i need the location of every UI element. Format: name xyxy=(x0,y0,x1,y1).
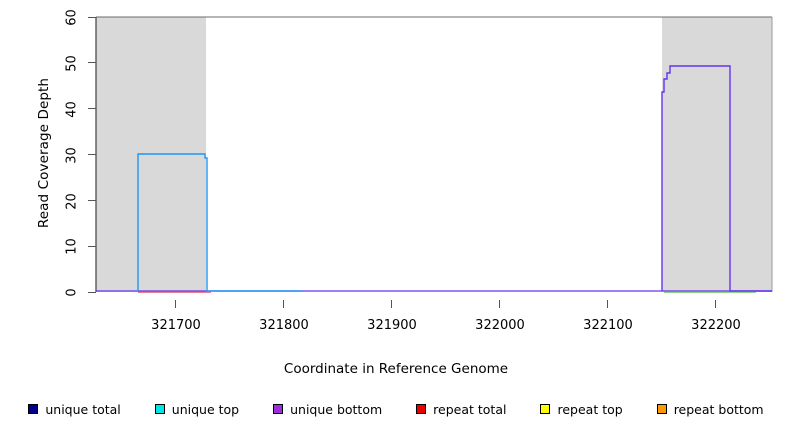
y-tick-mark-30 xyxy=(88,154,96,156)
series-left-coverage-block xyxy=(137,153,302,292)
legend-swatch-icon xyxy=(656,404,667,414)
x-tick-mark-322200 xyxy=(715,300,717,308)
x-tick-label-321800: 321800 xyxy=(259,318,309,333)
series-unique-bottom xyxy=(661,65,772,292)
x-tick-mark-322000 xyxy=(499,300,501,308)
legend-item-repeat-top: repeat top xyxy=(540,401,623,417)
legend-item-repeat-bottom: repeat bottom xyxy=(656,401,764,417)
legend-label: repeat total xyxy=(433,401,507,417)
legend-label: repeat bottom xyxy=(673,401,764,417)
x-tick-mark-321700 xyxy=(175,300,177,308)
y-tick-mark-10 xyxy=(88,246,96,248)
legend-label: unique top xyxy=(171,401,240,417)
y-tick-mark-0 xyxy=(88,292,96,294)
x-tick-label-322100: 322100 xyxy=(583,318,633,333)
y-tick-label-0: 0 xyxy=(64,288,80,297)
x-tick-mark-321900 xyxy=(391,300,393,308)
legend-swatch-icon xyxy=(154,404,165,414)
y-tick-label-60: 60 xyxy=(64,9,80,26)
x-tick-label-321700: 321700 xyxy=(151,318,201,333)
y-tick-label-10: 10 xyxy=(64,238,80,255)
y-tick-mark-50 xyxy=(88,62,96,64)
legend-swatch-icon xyxy=(540,404,551,414)
legend-label: unique total xyxy=(45,401,121,417)
x-tick-label-322200: 322200 xyxy=(691,318,741,333)
x-tick-label-322000: 322000 xyxy=(475,318,525,333)
y-tick-mark-40 xyxy=(88,108,96,110)
legend-item-unique-total: unique total xyxy=(28,401,121,417)
plot-area xyxy=(88,16,773,308)
legend-label: repeat top xyxy=(557,401,623,417)
chart-legend: unique total unique top unique bottom re… xyxy=(0,398,792,420)
legend-label: unique bottom xyxy=(290,401,383,417)
x-tick-label-321900: 321900 xyxy=(367,318,417,333)
y-tick-mark-20 xyxy=(88,200,96,202)
x-tick-mark-322100 xyxy=(607,300,609,308)
y-tick-label-30: 30 xyxy=(64,147,80,164)
y-axis-title: Read Coverage Depth xyxy=(36,77,52,229)
x-axis-title: Coordinate in Reference Genome xyxy=(283,361,509,377)
legend-item-repeat-total: repeat total xyxy=(416,402,506,417)
coverage-traces xyxy=(95,16,773,293)
y-tick-label-20: 20 xyxy=(64,193,80,210)
y-tick-mark-60 xyxy=(88,17,96,19)
legend-item-unique-bottom: unique bottom xyxy=(273,402,382,417)
x-tick-mark-321800 xyxy=(283,300,285,308)
legend-swatch-icon xyxy=(416,404,427,414)
shaded-region-right xyxy=(662,17,772,292)
legend-swatch-icon xyxy=(28,404,39,414)
y-tick-label-50: 50 xyxy=(64,55,80,72)
legend-item-unique-top: unique top xyxy=(154,401,240,417)
y-tick-label-40: 40 xyxy=(64,101,80,118)
legend-swatch-icon xyxy=(273,404,284,414)
